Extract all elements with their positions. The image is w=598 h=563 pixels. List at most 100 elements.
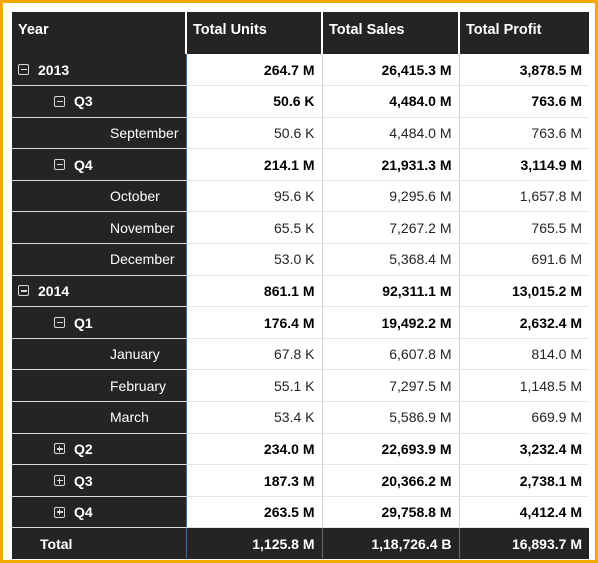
row-header: October — [12, 180, 187, 213]
cell-profit: 2,738.1 M — [459, 464, 589, 497]
cell-units: 263.5 M — [186, 496, 323, 529]
cell-sales: 7,297.5 M — [322, 369, 460, 403]
cell-units: 234.0 M — [186, 433, 323, 466]
expand-icon[interactable] — [54, 443, 65, 455]
cell-units: 50.6 K — [186, 117, 323, 150]
column-header-year[interactable]: Year — [12, 12, 187, 54]
expand-icon[interactable] — [54, 475, 65, 487]
matrix-row: January 67.8 K 6,607.8 M 814.0 M — [12, 338, 589, 371]
matrix-row: September 50.6 K 4,484.0 M 763.6 M — [12, 117, 589, 150]
collapse-icon[interactable] — [54, 95, 65, 107]
cell-sales: 4,484.0 M — [322, 85, 460, 118]
row-label: September — [110, 124, 179, 141]
row-header: September — [12, 117, 187, 150]
cell-profit: 3,878.5 M — [459, 54, 589, 87]
total-profit: 16,893.7 M — [459, 527, 589, 559]
row-label: 2014 — [38, 282, 70, 299]
row-header: March — [12, 401, 187, 434]
row-header: 2013 — [12, 54, 187, 87]
row-label: December — [110, 251, 175, 268]
cell-profit: 13,015.2 M — [459, 275, 589, 308]
cell-units: 53.4 K — [186, 401, 323, 434]
row-header: Q4 — [12, 148, 187, 181]
row-header: Q4 — [12, 496, 187, 529]
collapse-icon[interactable] — [18, 64, 29, 76]
row-header: January — [12, 338, 187, 371]
cell-profit: 763.6 M — [459, 85, 589, 118]
row-label: February — [110, 377, 167, 394]
cell-profit: 3,114.9 M — [459, 148, 589, 181]
matrix-table: Year Total Units Total Sales Total Profi… — [12, 12, 589, 559]
row-label: Q4 — [74, 156, 93, 173]
row-label: Q2 — [74, 440, 93, 457]
column-header-total-units[interactable]: Total Units — [186, 12, 323, 54]
matrix-row: Q4 263.5 M 29,758.8 M 4,412.4 M — [12, 496, 589, 529]
cell-profit: 669.9 M — [459, 401, 589, 434]
cell-units: 67.8 K — [186, 338, 323, 371]
row-label: Q3 — [74, 472, 93, 489]
cell-units: 214.1 M — [186, 148, 323, 181]
cell-profit: 814.0 M — [459, 338, 589, 371]
matrix-visual[interactable]: Year Total Units Total Sales Total Profi… — [12, 12, 589, 559]
collapse-icon[interactable] — [54, 159, 65, 171]
cell-profit: 765.5 M — [459, 211, 589, 245]
row-label: January — [110, 346, 160, 363]
cell-units: 50.6 K — [186, 85, 323, 118]
matrix-row: 2013 264.7 M 26,415.3 M 3,878.5 M — [12, 54, 589, 87]
cell-profit: 763.6 M — [459, 117, 589, 150]
row-label: Q1 — [74, 314, 93, 331]
row-label: October — [110, 188, 160, 205]
cell-sales: 29,758.8 M — [322, 496, 460, 529]
row-header: 2014 — [12, 275, 187, 308]
cell-sales: 21,931.3 M — [322, 148, 460, 181]
row-header: Q2 — [12, 433, 187, 466]
row-header: November — [12, 211, 187, 245]
expand-icon[interactable] — [54, 506, 65, 518]
cell-units: 55.1 K — [186, 369, 323, 403]
row-header: Q3 — [12, 85, 187, 118]
column-header-row: Year Total Units Total Sales Total Profi… — [12, 12, 589, 54]
matrix-row: December 53.0 K 5,368.4 M 691.6 M — [12, 243, 589, 276]
matrix-body: 2013 264.7 M 26,415.3 M 3,878.5 M Q3 50.6 K 4,… — [12, 54, 589, 529]
cell-profit: 1,657.8 M — [459, 180, 589, 213]
cell-sales: 9,295.6 M — [322, 180, 460, 213]
collapse-icon[interactable] — [54, 317, 65, 329]
cell-units: 187.3 M — [186, 464, 323, 497]
row-header: Q1 — [12, 306, 187, 339]
matrix-row: Q4 214.1 M 21,931.3 M 3,114.9 M — [12, 148, 589, 181]
cell-units: 65.5 K — [186, 211, 323, 245]
cell-profit: 3,232.4 M — [459, 433, 589, 466]
matrix-row: November 65.5 K 7,267.2 M 765.5 M — [12, 211, 589, 245]
cell-units: 861.1 M — [186, 275, 323, 308]
column-header-total-sales[interactable]: Total Sales — [322, 12, 460, 54]
total-sales: 1,18,726.4 B — [322, 527, 460, 559]
row-label: Q3 — [74, 93, 93, 110]
matrix-row: October 95.6 K 9,295.6 M 1,657.8 M — [12, 180, 589, 213]
matrix-row: Q1 176.4 M 19,492.2 M 2,632.4 M — [12, 306, 589, 339]
cell-units: 95.6 K — [186, 180, 323, 213]
cell-sales: 26,415.3 M — [322, 54, 460, 87]
cell-units: 176.4 M — [186, 306, 323, 339]
matrix-row: Q2 234.0 M 22,693.9 M 3,232.4 M — [12, 433, 589, 466]
matrix-row: Q3 187.3 M 20,366.2 M 2,738.1 M — [12, 464, 589, 497]
row-label: March — [110, 409, 149, 426]
cell-profit: 4,412.4 M — [459, 496, 589, 529]
total-label: Total — [12, 527, 187, 559]
cell-sales: 4,484.0 M — [322, 117, 460, 150]
cell-sales: 6,607.8 M — [322, 338, 460, 371]
cell-sales: 19,492.2 M — [322, 306, 460, 339]
matrix-row: Q3 50.6 K 4,484.0 M 763.6 M — [12, 85, 589, 118]
cell-profit: 2,632.4 M — [459, 306, 589, 339]
collapse-icon[interactable] — [18, 285, 29, 297]
row-header: Q3 — [12, 464, 187, 497]
cell-sales: 20,366.2 M — [322, 464, 460, 497]
column-header-total-profit[interactable]: Total Profit — [459, 12, 589, 54]
cell-profit: 1,148.5 M — [459, 369, 589, 403]
cell-sales: 5,586.9 M — [322, 401, 460, 434]
cell-sales: 7,267.2 M — [322, 211, 460, 245]
cell-units: 53.0 K — [186, 243, 323, 276]
matrix-row: March 53.4 K 5,586.9 M 669.9 M — [12, 401, 589, 434]
row-header: February — [12, 369, 187, 403]
cell-profit: 691.6 M — [459, 243, 589, 276]
